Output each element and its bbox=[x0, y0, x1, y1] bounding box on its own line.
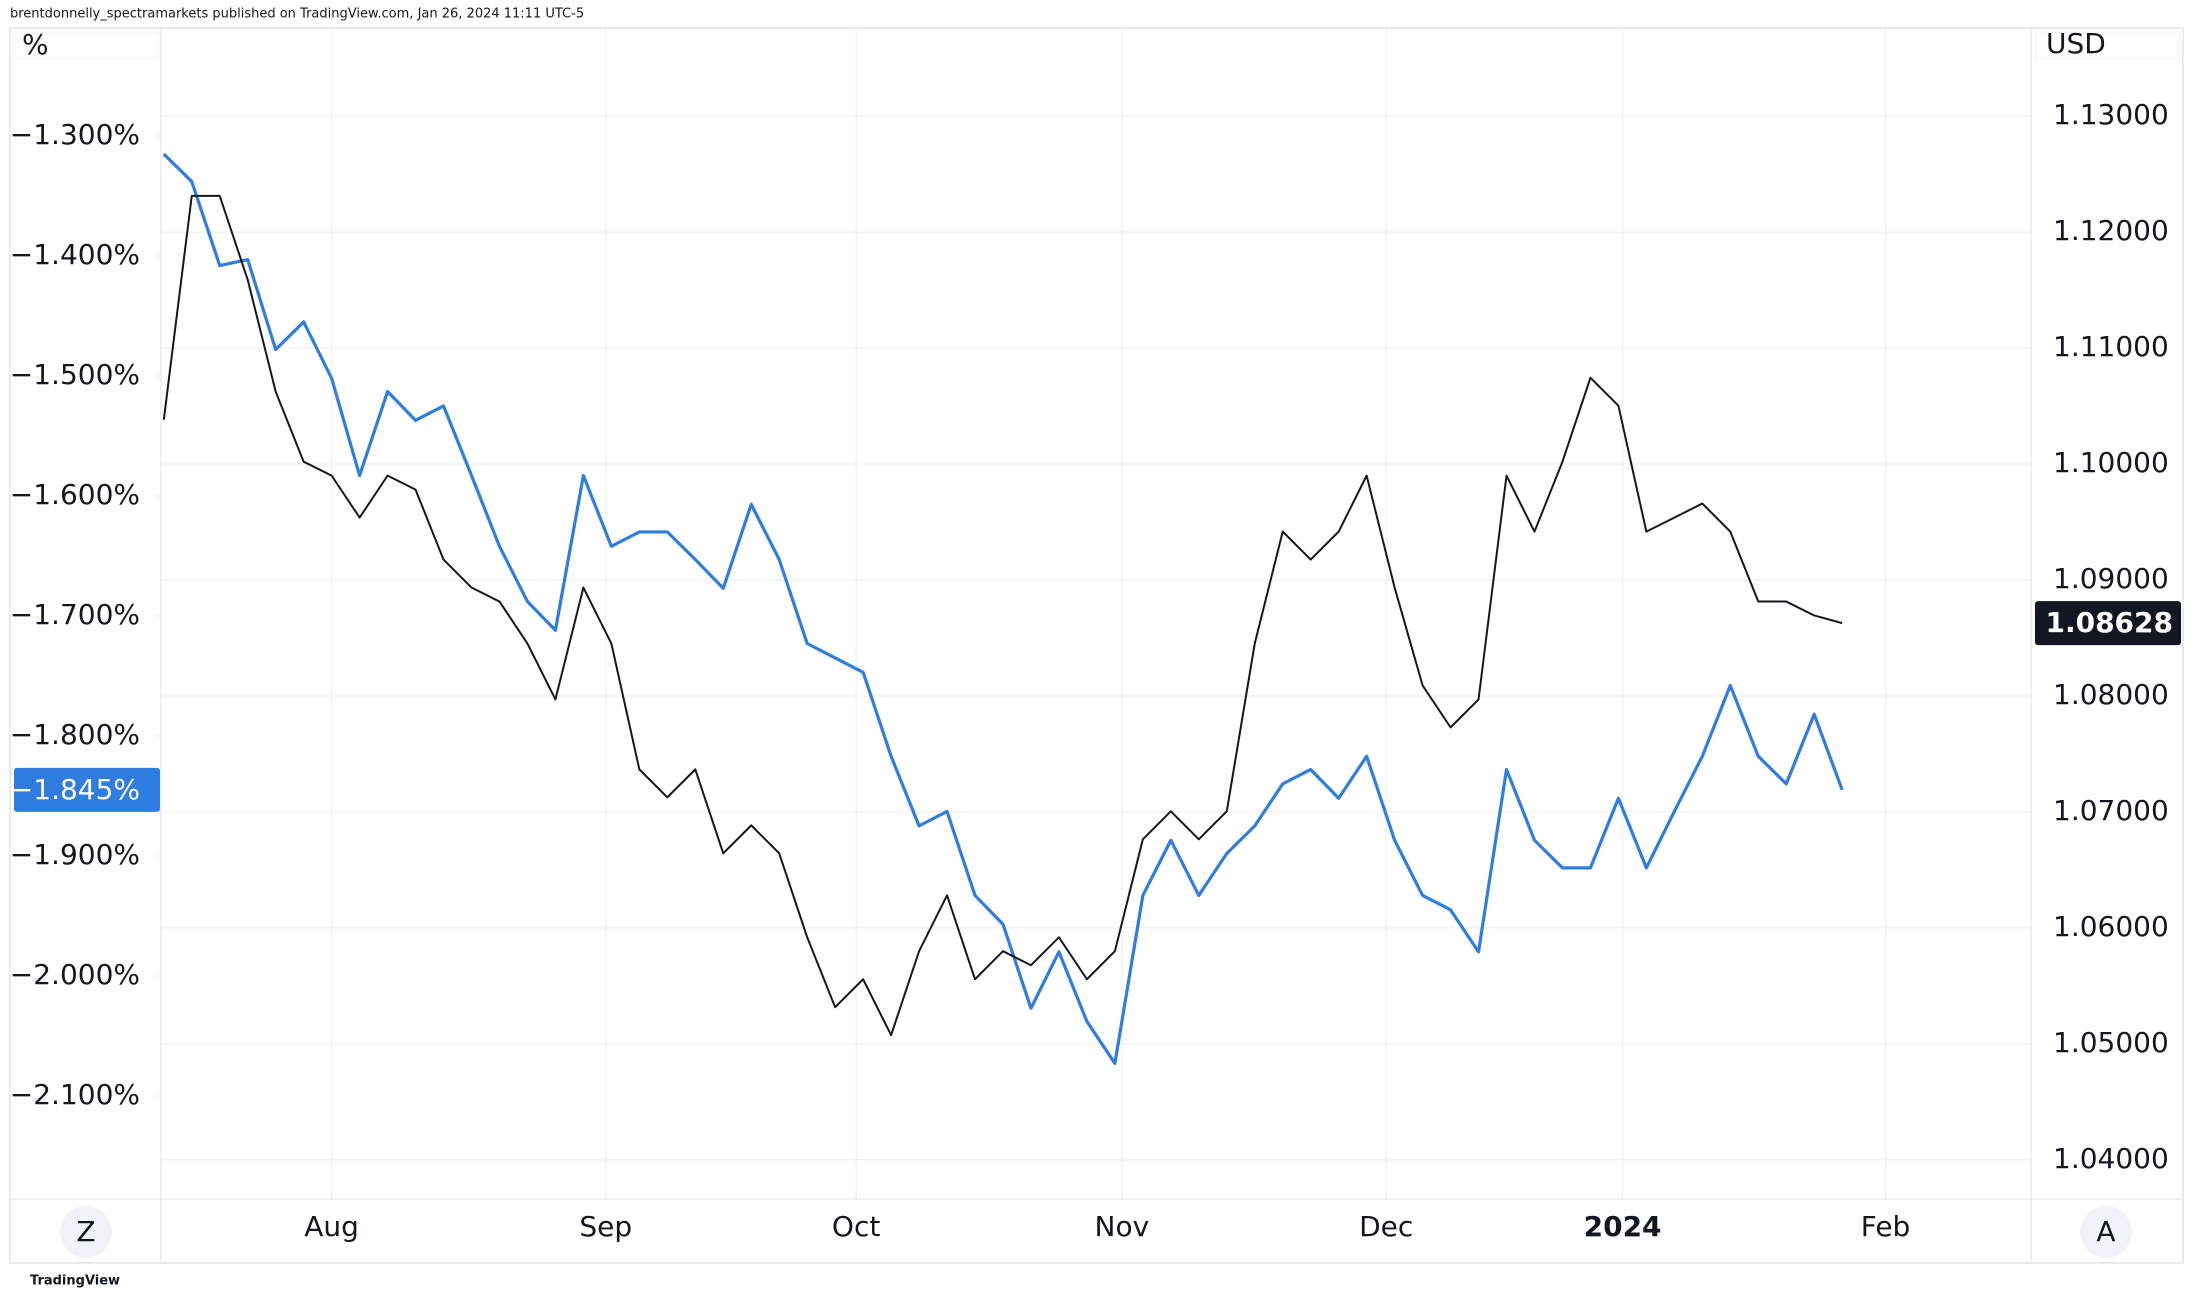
y-tick-label: −2.100% bbox=[10, 1078, 140, 1111]
y2-axis-unit: USD bbox=[2046, 27, 2106, 60]
y-tick-label: −2.000% bbox=[10, 958, 140, 991]
y-tick-label: −1.800% bbox=[10, 718, 140, 751]
y2-tick-label: 1.06000 bbox=[2053, 910, 2169, 943]
last-value-badge bbox=[14, 767, 160, 812]
x-tick-label: Oct bbox=[832, 1210, 880, 1243]
y-tick-label: −1.900% bbox=[10, 838, 140, 871]
x-tick-label: Aug bbox=[304, 1210, 359, 1243]
y-tick-label: −1.600% bbox=[10, 478, 140, 511]
y-tick-label: −1.400% bbox=[10, 238, 140, 271]
button-label[interactable]: Z bbox=[76, 1215, 95, 1248]
y2-tick-label: 1.05000 bbox=[2053, 1026, 2169, 1059]
y-tick-label: −1.500% bbox=[10, 358, 140, 391]
unit-box bbox=[13, 31, 159, 59]
y2-tick-label: 1.10000 bbox=[2053, 446, 2169, 479]
frame bbox=[9, 27, 2184, 1264]
y2-tick-label: 1.12000 bbox=[2053, 214, 2169, 247]
x-tick-label: Dec bbox=[1359, 1210, 1413, 1243]
series-line bbox=[162, 194, 1843, 1037]
button[interactable] bbox=[60, 1206, 112, 1258]
x-tick-label: Sep bbox=[579, 1210, 632, 1243]
y2-tick-label: 1.07000 bbox=[2053, 794, 2169, 827]
button[interactable] bbox=[2080, 1206, 2132, 1258]
y-axis-unit: % bbox=[22, 28, 49, 61]
header: brentdonnelly_spectramarkets published o… bbox=[10, 7, 584, 22]
series-line bbox=[162, 152, 1844, 1066]
x-tick-label: Feb bbox=[1861, 1210, 1911, 1243]
y2-tick-label: 1.13000 bbox=[2053, 98, 2169, 131]
y2-tick-label: 1.04000 bbox=[2053, 1142, 2169, 1175]
footer-logo: TradingView bbox=[30, 1274, 120, 1289]
y2-tick-label: 1.11000 bbox=[2053, 330, 2169, 363]
y2-tick-label: 1.08000 bbox=[2053, 678, 2169, 711]
last-value-label: 1.08628 bbox=[2045, 606, 2173, 639]
last-value-badge bbox=[2035, 601, 2181, 646]
y-tick-label: −1.300% bbox=[10, 118, 140, 151]
unit-box bbox=[2035, 31, 2181, 59]
last-value-label: −1.845% bbox=[10, 773, 140, 806]
grid bbox=[161, 28, 2031, 1199]
button-label[interactable]: A bbox=[2096, 1215, 2115, 1248]
x-tick-label: Nov bbox=[1095, 1210, 1150, 1243]
y-tick-label: −1.700% bbox=[10, 598, 140, 631]
y2-tick-label: 1.09000 bbox=[2053, 562, 2169, 595]
x-tick-label: 2024 bbox=[1584, 1210, 1662, 1243]
